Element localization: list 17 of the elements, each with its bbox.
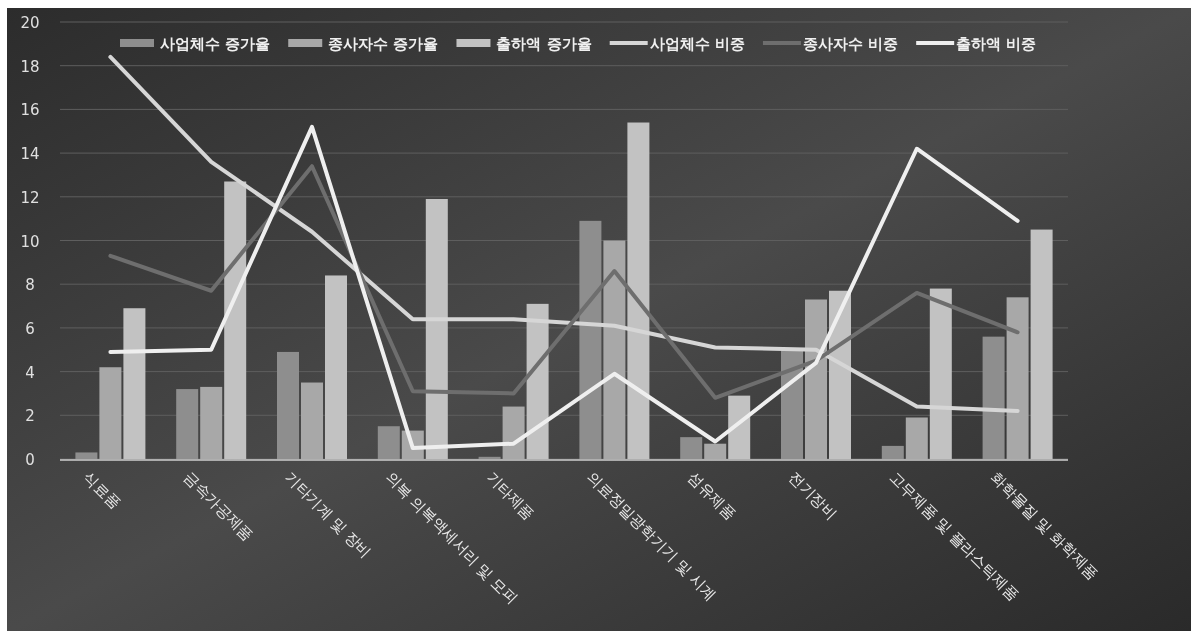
y-tick-label: 14 bbox=[20, 145, 40, 164]
y-tick-label: 18 bbox=[20, 57, 40, 76]
y-tick-label: 6 bbox=[25, 319, 35, 338]
legend-label: 종사자수 비중 bbox=[802, 35, 899, 53]
legend-label: 출하액 비중 bbox=[956, 35, 1037, 53]
y-tick-label: 4 bbox=[25, 363, 35, 382]
y-tick-label: 16 bbox=[20, 101, 40, 120]
y-tick-label: 2 bbox=[25, 407, 35, 426]
legend-label: 사업체수 비중 bbox=[649, 35, 745, 53]
y-tick-label: 20 bbox=[20, 14, 40, 32]
legend-label: 종사자수 증가율 bbox=[328, 35, 439, 53]
legend-label: 사업체수 증가율 bbox=[160, 35, 271, 53]
y-tick-label: 0 bbox=[25, 451, 35, 469]
y-tick-label: 10 bbox=[20, 232, 40, 251]
y-tick-label: 12 bbox=[20, 188, 40, 207]
legend-label: 출하액 증가율 bbox=[496, 35, 592, 53]
y-tick-label: 8 bbox=[25, 276, 35, 295]
